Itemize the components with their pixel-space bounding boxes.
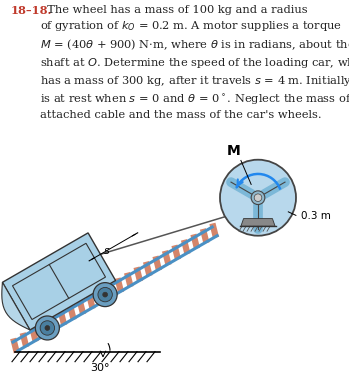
Circle shape bbox=[251, 191, 265, 204]
Circle shape bbox=[254, 194, 262, 201]
Text: 18–18.: 18–18. bbox=[10, 5, 52, 16]
Circle shape bbox=[45, 326, 50, 330]
Text: The wheel has a mass of 100 kg and a radius
of gyration of $k_O$ = 0.2 m. A moto: The wheel has a mass of 100 kg and a rad… bbox=[40, 5, 349, 120]
Text: 30°: 30° bbox=[90, 363, 110, 373]
Circle shape bbox=[93, 283, 117, 307]
Text: 0.3 m: 0.3 m bbox=[300, 211, 331, 221]
Circle shape bbox=[35, 316, 59, 340]
Circle shape bbox=[98, 287, 112, 302]
Polygon shape bbox=[2, 233, 116, 330]
Circle shape bbox=[103, 292, 107, 297]
Circle shape bbox=[40, 321, 54, 335]
Circle shape bbox=[220, 160, 296, 236]
Polygon shape bbox=[241, 218, 275, 226]
Text: $s$: $s$ bbox=[103, 246, 110, 256]
Text: $\mathbf{M}$: $\mathbf{M}$ bbox=[226, 144, 240, 158]
Polygon shape bbox=[2, 282, 30, 330]
